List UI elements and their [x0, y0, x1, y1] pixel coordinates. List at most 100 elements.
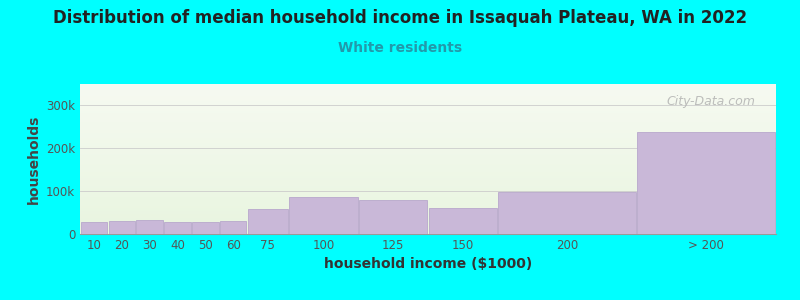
Bar	[80, 84, 776, 85]
Bar	[80, 167, 776, 168]
Bar	[80, 230, 776, 231]
Bar	[80, 115, 776, 116]
Bar	[80, 189, 776, 190]
Bar	[80, 137, 776, 138]
Bar	[80, 180, 776, 181]
Bar	[80, 217, 776, 218]
Bar	[80, 102, 776, 103]
Bar	[80, 120, 776, 121]
Bar	[80, 226, 776, 227]
Bar	[109, 221, 135, 234]
Bar	[80, 165, 776, 166]
Bar	[80, 148, 776, 149]
Bar	[80, 127, 776, 128]
Bar	[80, 114, 776, 115]
Bar	[359, 200, 427, 234]
Bar	[80, 166, 776, 167]
Bar	[80, 157, 776, 158]
Bar	[80, 233, 776, 234]
Bar	[80, 221, 776, 222]
Bar	[80, 227, 776, 228]
Text: City-Data.com: City-Data.com	[666, 94, 755, 107]
Bar	[80, 201, 776, 202]
Bar	[80, 214, 776, 215]
Bar	[80, 124, 776, 125]
Bar	[80, 174, 776, 175]
Bar	[80, 219, 776, 220]
Bar	[80, 150, 776, 151]
Bar	[80, 216, 776, 217]
Bar	[80, 135, 776, 136]
Bar	[80, 193, 776, 194]
Bar	[248, 209, 288, 234]
Bar	[80, 158, 776, 159]
Bar	[80, 134, 776, 135]
Bar	[80, 183, 776, 184]
Bar	[80, 145, 776, 146]
Bar	[80, 203, 776, 204]
Bar	[80, 139, 776, 140]
Bar	[80, 131, 776, 132]
Bar	[80, 228, 776, 229]
Bar	[80, 207, 776, 208]
Bar	[80, 93, 776, 94]
Bar	[80, 138, 776, 139]
Bar	[80, 215, 776, 216]
Bar	[81, 222, 107, 234]
Bar	[80, 202, 776, 203]
Bar	[80, 99, 776, 100]
Bar	[80, 161, 776, 162]
Bar	[80, 85, 776, 86]
Bar	[80, 192, 776, 193]
Bar	[80, 231, 776, 232]
Bar	[80, 196, 776, 197]
Bar	[80, 143, 776, 144]
Bar	[80, 160, 776, 161]
Bar	[80, 195, 776, 196]
Bar	[80, 152, 776, 153]
Bar	[80, 132, 776, 133]
Bar	[80, 186, 776, 187]
Bar	[80, 229, 776, 230]
Bar	[80, 89, 776, 90]
Bar	[80, 198, 776, 199]
Bar	[80, 90, 776, 91]
Bar	[80, 208, 776, 209]
Bar	[80, 175, 776, 176]
Bar	[80, 224, 776, 225]
Bar	[80, 88, 776, 89]
X-axis label: household income ($1000): household income ($1000)	[324, 257, 532, 272]
Bar	[80, 210, 776, 211]
Bar	[80, 116, 776, 117]
Bar	[80, 140, 776, 141]
Bar	[80, 185, 776, 186]
Bar	[80, 103, 776, 104]
Bar	[80, 169, 776, 170]
Bar	[80, 126, 776, 127]
Bar	[80, 100, 776, 101]
Bar	[192, 222, 218, 234]
Bar	[80, 153, 776, 154]
Bar	[80, 87, 776, 88]
Bar	[80, 106, 776, 107]
Bar	[80, 205, 776, 206]
Bar	[80, 123, 776, 124]
Bar	[80, 177, 776, 178]
Bar	[80, 181, 776, 182]
Bar	[80, 211, 776, 212]
Bar	[80, 168, 776, 169]
Bar	[80, 98, 776, 99]
Bar	[80, 156, 776, 157]
Bar	[80, 147, 776, 148]
Bar	[80, 171, 776, 172]
Bar	[80, 179, 776, 180]
Bar	[80, 164, 776, 165]
Bar	[80, 117, 776, 118]
Bar	[80, 212, 776, 213]
Bar	[429, 208, 497, 234]
Bar	[80, 119, 776, 120]
Bar	[80, 97, 776, 98]
Bar	[80, 159, 776, 160]
Bar	[80, 232, 776, 233]
Bar	[80, 113, 776, 114]
